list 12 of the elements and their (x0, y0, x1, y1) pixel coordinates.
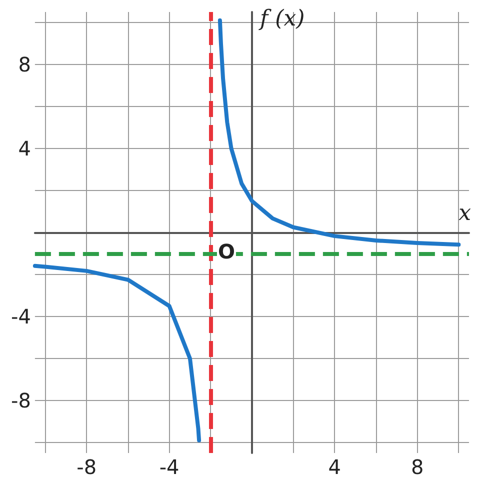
x-tick-label: -4 (159, 455, 180, 479)
y-tick-label: -8 (10, 388, 31, 412)
y-tick-label: -4 (10, 304, 31, 328)
x-tick-label: 8 (410, 455, 424, 479)
x-tick-label: 4 (328, 455, 342, 479)
annotation: O (218, 240, 235, 264)
x-axis-title: x (458, 201, 472, 226)
x-tick-label: -8 (76, 455, 97, 479)
y-tick-label: 8 (18, 52, 31, 76)
y-tick-label: 4 (18, 136, 31, 160)
line-series (32, 264, 202, 442)
y-axis-title: f (x) (258, 6, 305, 32)
